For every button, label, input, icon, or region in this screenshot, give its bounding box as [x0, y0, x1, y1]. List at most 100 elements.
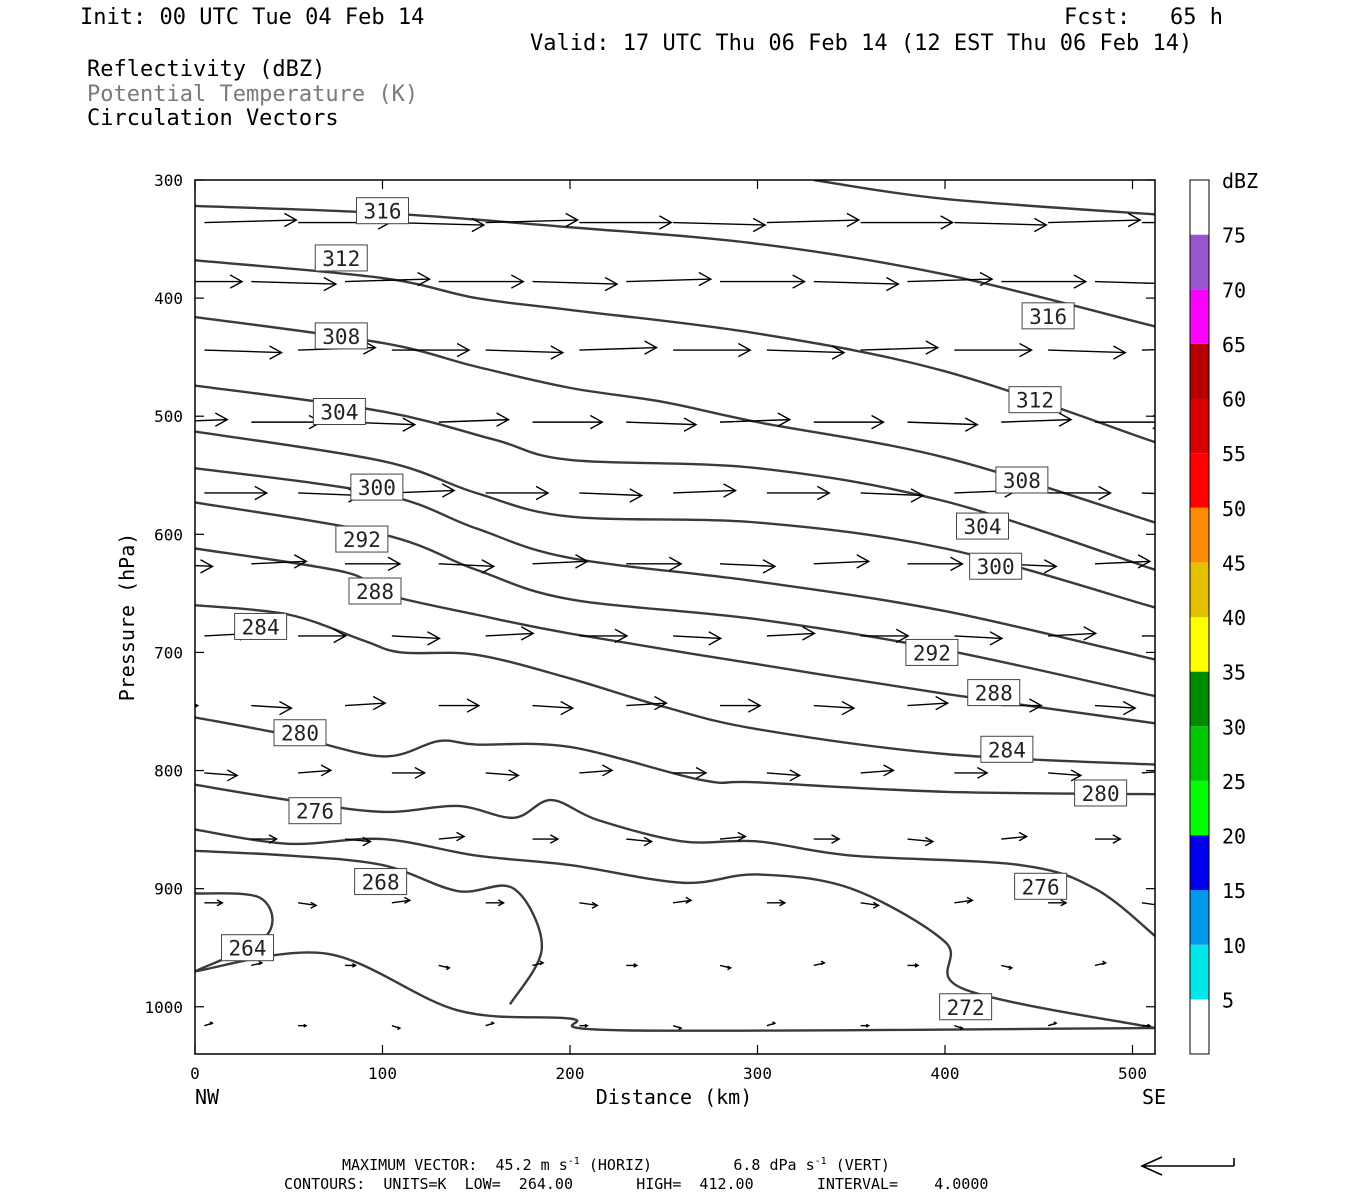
vector-head: [195, 703, 200, 708]
contour-label-box: [221, 934, 274, 962]
vector-head: [685, 896, 693, 904]
vector-head: [229, 274, 244, 289]
vector-arrow: [1094, 554, 1152, 569]
vector-arrow: [626, 836, 654, 847]
colorbar-level-label: 5: [1222, 988, 1234, 1012]
vector-head: [565, 212, 580, 228]
vector-head: [362, 836, 372, 847]
vector-arrow: [1001, 274, 1088, 289]
vector-shaft: [438, 563, 494, 568]
vector-arrow: [485, 345, 565, 360]
vector-head: [414, 766, 427, 779]
vector-head: [737, 831, 747, 842]
vector-shaft: [1048, 772, 1081, 777]
vector-shaft: [485, 219, 578, 224]
vector-shaft: [298, 902, 317, 907]
contour-label-276: 276: [288, 797, 342, 825]
vector-head: [820, 960, 826, 966]
vector-shaft: [954, 221, 1047, 226]
isentrope-308: [195, 315, 1155, 524]
contour-label-box: [956, 512, 1009, 540]
contour-label-text: 280: [281, 722, 319, 746]
vector-arrow: [532, 414, 604, 430]
vector-arrow: [813, 276, 900, 292]
vector-shaft: [860, 346, 938, 351]
x-tick-label: 400: [931, 1064, 960, 1083]
contour-label-text: 292: [913, 641, 951, 665]
colorbar-level-label: 25: [1222, 770, 1246, 794]
vector-head: [856, 554, 871, 569]
colorbar-swatch: [1190, 453, 1209, 508]
vector-head: [427, 631, 441, 646]
vector-arrow: [204, 212, 298, 228]
colorbar-level-label: 75: [1222, 224, 1246, 248]
vector-head: [1029, 698, 1043, 713]
nw-end-label: NW: [195, 1085, 220, 1109]
vector-head: [293, 554, 308, 569]
vector-arrow: [719, 831, 747, 842]
contour-label-268: 268: [354, 868, 408, 896]
vector-head: [654, 695, 668, 711]
vector-arrow: [813, 554, 871, 569]
colorbar-swatch: [1190, 671, 1209, 727]
contour-label-308: 308: [995, 466, 1049, 494]
contour-label-text: 280: [1082, 782, 1120, 806]
vector-arrow: [579, 215, 673, 230]
vector-arrow: [391, 766, 427, 779]
vector-head: [1098, 485, 1112, 501]
vector-head: [1019, 342, 1034, 358]
contour-label-box: [312, 397, 366, 425]
vector-head: [772, 1021, 777, 1026]
contour-label-box: [234, 612, 288, 640]
vector-head: [481, 559, 496, 574]
vector-shaft: [626, 421, 697, 426]
vector-arrow: [204, 769, 239, 782]
vector-shaft: [860, 902, 879, 907]
colorbar-swatch: [1190, 617, 1209, 672]
vector-head: [284, 212, 298, 228]
vector-head: [404, 896, 412, 904]
vector-head: [678, 1026, 683, 1031]
vector-arrow: [673, 896, 693, 904]
colorbar-swatch: [1190, 562, 1209, 617]
contour-label-layer: 3163163123123083083043043003002922922882…: [221, 197, 1128, 1021]
y-tick-label: 400: [154, 289, 183, 308]
vector-shaft: [485, 772, 519, 777]
vector-shaft: [907, 278, 993, 283]
vector-arrow: [860, 340, 940, 355]
vector-shaft: [438, 835, 465, 840]
contour-label-box: [1014, 872, 1068, 900]
contour-label-box: [995, 466, 1049, 494]
vector-arrow: [719, 964, 733, 971]
vector-arrow: [1048, 345, 1127, 360]
vector-arrow: [344, 271, 432, 287]
vector-arrow: [251, 276, 338, 292]
vector-shaft: [204, 219, 297, 224]
vector-arrow: [485, 626, 535, 641]
vector-head: [777, 412, 792, 427]
contour-label-box: [314, 244, 368, 272]
vector-arrow: [1094, 960, 1108, 967]
vector-arrow: [673, 766, 708, 779]
vector-shaft: [860, 769, 894, 774]
contour-label-312: 312: [1008, 386, 1062, 414]
contour-label-box: [354, 868, 408, 896]
vector-arrow: [1141, 901, 1155, 909]
vector-head: [683, 417, 698, 432]
vector-arrow: [251, 554, 308, 569]
colorbar-level-label: 30: [1222, 715, 1246, 739]
vector-head: [779, 899, 787, 907]
isentrope-304: [195, 384, 1155, 571]
vector-arrow: [579, 488, 644, 503]
vector-shaft: [204, 772, 238, 777]
vector-arrow: [626, 695, 668, 711]
vector-head: [1053, 1021, 1058, 1026]
contour-label-280: 280: [273, 719, 327, 747]
vector-shaft: [673, 221, 766, 226]
vector-head: [200, 559, 214, 574]
vector-arrow: [954, 766, 989, 779]
vector-head: [979, 271, 994, 287]
y-tick-label: 600: [154, 525, 183, 544]
vector-head: [584, 1023, 589, 1028]
vector-arrow: [766, 212, 861, 228]
